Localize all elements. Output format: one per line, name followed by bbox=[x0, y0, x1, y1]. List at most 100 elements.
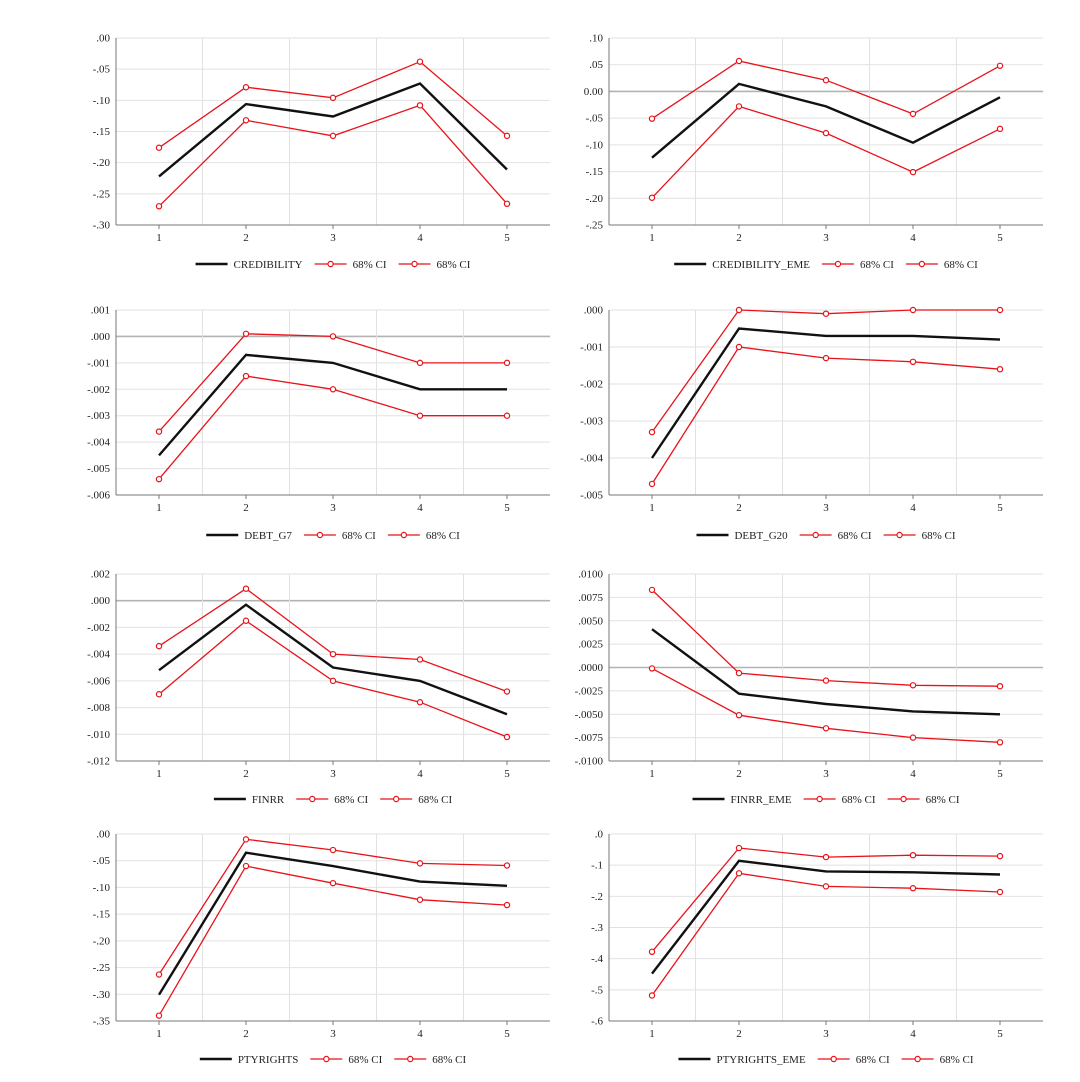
ci-point bbox=[155, 971, 163, 978]
ci-point bbox=[735, 711, 743, 719]
chart-panel-4: .000 -.001 -.002 -.003 -.004 -.005 1 2 3 4 5 DEBT_G… bbox=[580, 305, 1043, 542]
y-tick-label: -.05 bbox=[93, 855, 111, 867]
y-tick-label: -.008 bbox=[87, 702, 110, 714]
ci-point bbox=[155, 1012, 163, 1019]
y-tick-label: -.10 bbox=[93, 882, 111, 894]
ci-point bbox=[735, 844, 743, 852]
y-tick-label: -.25 bbox=[93, 962, 111, 974]
x-tick-label: 4 bbox=[910, 502, 916, 514]
legend-marker-ci bbox=[918, 260, 926, 268]
ci-point bbox=[735, 343, 743, 351]
y-tick-label: -.003 bbox=[580, 416, 603, 428]
ci-point bbox=[648, 115, 656, 122]
ci-point bbox=[735, 306, 743, 314]
legend-marker-ci bbox=[830, 1055, 837, 1063]
legend-label: 68% CI bbox=[940, 1054, 974, 1066]
y-tick-label: -.25 bbox=[93, 188, 111, 200]
ci-point bbox=[155, 428, 163, 435]
y-tick-label: -.2 bbox=[591, 891, 603, 903]
estimate-line bbox=[158, 82, 508, 178]
legend: FINRR 68% CI 68% CI bbox=[213, 794, 452, 806]
ci-point bbox=[648, 992, 656, 999]
chart-panel-6: .0100 .0075 .0050 .0025 .0000 -.0025 -.0050 -.0… bbox=[575, 569, 1043, 806]
ci-point bbox=[996, 888, 1004, 896]
x-tick-label: 5 bbox=[997, 232, 1003, 244]
ci-point bbox=[416, 860, 424, 867]
y-tick-label: -.006 bbox=[87, 675, 110, 687]
ci-point bbox=[996, 852, 1004, 860]
ci-point bbox=[329, 677, 337, 685]
y-tick-label: -.4 bbox=[591, 953, 603, 965]
ci-point bbox=[909, 734, 917, 741]
y-tick-label: -.05 bbox=[586, 113, 604, 125]
x-tick-label: 2 bbox=[736, 1028, 742, 1040]
x-tick-label: 5 bbox=[504, 232, 510, 244]
x-tick-label: 3 bbox=[330, 502, 336, 514]
ci-point bbox=[416, 699, 424, 706]
y-tick-label: .0025 bbox=[578, 639, 603, 651]
legend-label: FINRR bbox=[252, 794, 285, 806]
y-tick-label: 0.00 bbox=[584, 86, 604, 98]
legend-marker-ci bbox=[393, 795, 400, 803]
y-tick-label: -.010 bbox=[87, 729, 110, 741]
ci-point bbox=[155, 203, 163, 210]
legend: DEBT_G20 68% CI 68% CI bbox=[696, 530, 956, 542]
legend-marker-ci bbox=[400, 531, 408, 539]
x-tick-label: 4 bbox=[417, 1028, 423, 1040]
ci-point bbox=[735, 870, 743, 877]
ci-point bbox=[996, 739, 1004, 746]
x-tick-label: 2 bbox=[243, 502, 249, 514]
ci-point bbox=[242, 862, 250, 870]
ci-point bbox=[416, 359, 424, 367]
y-tick-label: -.6 bbox=[591, 1016, 603, 1028]
legend-label: 68% CI bbox=[926, 794, 960, 806]
y-tick-label: -.1 bbox=[591, 860, 603, 872]
x-tick-label: 1 bbox=[156, 502, 162, 514]
ci-point bbox=[909, 851, 917, 859]
y-tick-label: -.05 bbox=[93, 64, 111, 76]
ci-point bbox=[242, 84, 250, 91]
ci-point bbox=[329, 333, 337, 340]
ci-point bbox=[909, 110, 917, 118]
x-tick-label: 5 bbox=[504, 768, 510, 780]
x-tick-label: 5 bbox=[997, 768, 1003, 780]
ci-line-1 bbox=[651, 847, 1001, 953]
ci-point bbox=[996, 62, 1004, 69]
ci-point bbox=[416, 412, 424, 419]
ci-point bbox=[822, 354, 830, 362]
y-tick-label: -.0100 bbox=[575, 756, 604, 768]
legend-label: 68% CI bbox=[842, 794, 876, 806]
x-tick-label: 2 bbox=[736, 502, 742, 514]
y-tick-label: -.004 bbox=[580, 453, 603, 465]
ci-point bbox=[416, 656, 424, 663]
legend-label: 68% CI bbox=[860, 259, 894, 271]
x-tick-label: 1 bbox=[649, 502, 655, 514]
ci-point bbox=[735, 103, 743, 110]
estimate-line bbox=[157, 851, 508, 996]
legend: PTYRIGHTS 68% CI 68% CI bbox=[199, 1054, 467, 1066]
x-tick-label: 3 bbox=[823, 232, 829, 244]
x-tick-label: 4 bbox=[417, 768, 423, 780]
ci-point bbox=[822, 725, 830, 732]
legend: CREDIBILITY 68% CI 68% CI bbox=[195, 259, 471, 271]
estimate-line bbox=[651, 82, 1001, 159]
ci-point bbox=[909, 168, 917, 176]
legend-marker-ci bbox=[834, 260, 842, 268]
y-tick-label: -.001 bbox=[580, 342, 603, 354]
estimate-line bbox=[158, 603, 508, 716]
ci-line-1 bbox=[158, 838, 508, 975]
legend-label: 68% CI bbox=[437, 259, 471, 271]
legend-label: 68% CI bbox=[922, 530, 956, 542]
y-tick-label: .000 bbox=[91, 595, 111, 607]
chart-panel-7: .00 -.05 -.10 -.15 -.20 -.25 -.30 -.35 1 2 3 4 5 PTYR… bbox=[93, 829, 550, 1066]
y-tick-label: .0000 bbox=[578, 662, 603, 674]
y-tick-label: .05 bbox=[589, 59, 603, 71]
ci-point bbox=[503, 359, 511, 367]
x-tick-label: 4 bbox=[910, 232, 916, 244]
y-tick-label: -.25 bbox=[586, 220, 604, 232]
legend-marker-ci bbox=[896, 531, 903, 539]
legend-marker-ci bbox=[316, 531, 324, 539]
ci-point bbox=[329, 879, 337, 887]
ci-point bbox=[822, 77, 830, 84]
